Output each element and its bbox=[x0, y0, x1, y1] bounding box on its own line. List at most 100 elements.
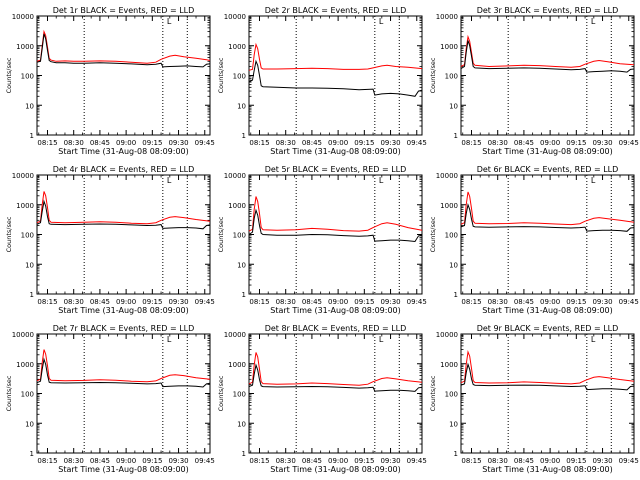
x-tick-label: 09:45 bbox=[407, 457, 427, 465]
y-tick-label: 1 bbox=[242, 450, 246, 458]
x-tick-label: 09:15 bbox=[354, 139, 374, 147]
x-tick-label: 08:30 bbox=[64, 139, 84, 147]
plot-frame bbox=[248, 333, 423, 454]
chart-panel-5: Det 5r BLACK = Events, RED = LLD 1 10 100 10… bbox=[217, 165, 427, 315]
x-axis-label: Start Time (31-Aug-08 08:09:00) bbox=[58, 306, 189, 315]
series-line-events bbox=[36, 199, 211, 230]
x-tick-label: 09:00 bbox=[540, 298, 560, 306]
x-tick-label: 08:30 bbox=[488, 298, 508, 306]
chart-title: Det 5r BLACK = Events, RED = LLD bbox=[265, 165, 407, 174]
x-tick-label: 09:15 bbox=[566, 139, 586, 147]
x-tick-label: 09:15 bbox=[566, 457, 586, 465]
x-tick-label: 09:30 bbox=[168, 457, 188, 465]
interval-marker: L bbox=[591, 335, 596, 344]
x-tick-label: 09:00 bbox=[540, 139, 560, 147]
y-tick-label: 10000 bbox=[224, 13, 246, 21]
x-tick-label: 09:00 bbox=[116, 139, 136, 147]
x-tick-label: 09:30 bbox=[380, 139, 400, 147]
y-axis-label: Counts/sec bbox=[5, 57, 13, 93]
y-axis-label: Counts/sec bbox=[217, 57, 225, 93]
y-tick-label: 10 bbox=[449, 102, 458, 110]
x-tick-label: 08:45 bbox=[90, 139, 110, 147]
x-tick-label: 09:15 bbox=[142, 139, 162, 147]
x-tick-label: 08:45 bbox=[302, 298, 322, 306]
x-tick-label: 08:45 bbox=[514, 139, 534, 147]
y-tick-label: 10 bbox=[449, 420, 458, 428]
series-line-lld bbox=[460, 191, 635, 226]
x-tick-label: 09:30 bbox=[380, 457, 400, 465]
x-axis-label: Start Time (31-Aug-08 08:09:00) bbox=[270, 306, 401, 315]
series-line-events bbox=[460, 202, 635, 232]
y-tick-label: 100 bbox=[445, 73, 458, 81]
plot-frame bbox=[36, 15, 211, 136]
x-tick-label: 09:15 bbox=[566, 298, 586, 306]
x-tick-label: 08:30 bbox=[488, 457, 508, 465]
x-tick-label: 08:45 bbox=[90, 457, 110, 465]
chart-panel-2: Det 2r BLACK = Events, RED = LLD 1 10 100 10… bbox=[217, 6, 427, 156]
x-axis-label: Start Time (31-Aug-08 08:09:00) bbox=[58, 147, 189, 156]
x-tick-label: 09:30 bbox=[592, 298, 612, 306]
y-tick-label: 1000 bbox=[440, 202, 458, 210]
x-tick-label: 09:30 bbox=[592, 139, 612, 147]
series-line-lld bbox=[248, 352, 423, 386]
x-tick-label: 08:15 bbox=[37, 457, 57, 465]
series-line-events bbox=[460, 362, 635, 391]
series-line-events bbox=[460, 40, 635, 73]
chart-title: Det 2r BLACK = Events, RED = LLD bbox=[265, 6, 407, 15]
y-tick-label: 10000 bbox=[224, 172, 246, 180]
chart-title: Det 6r BLACK = Events, RED = LLD bbox=[477, 165, 619, 174]
x-tick-label: 08:15 bbox=[461, 298, 481, 306]
y-tick-label: 1 bbox=[30, 132, 34, 140]
y-tick-label: 10000 bbox=[12, 172, 34, 180]
y-tick-label: 1 bbox=[454, 132, 458, 140]
y-tick-label: 100 bbox=[233, 73, 246, 81]
x-tick-label: 08:30 bbox=[276, 457, 296, 465]
plot-frame bbox=[248, 15, 423, 136]
interval-marker: L bbox=[167, 176, 172, 185]
x-tick-label: 08:30 bbox=[276, 298, 296, 306]
plot-frame bbox=[460, 333, 635, 454]
chart-panel-6: Det 6r BLACK = Events, RED = LLD 1 10 100 10… bbox=[429, 165, 639, 315]
interval-marker: L bbox=[379, 17, 384, 26]
chart-title: Det 9r BLACK = Events, RED = LLD bbox=[477, 324, 619, 333]
y-tick-label: 1 bbox=[242, 291, 246, 299]
x-tick-label: 08:30 bbox=[64, 298, 84, 306]
y-tick-label: 100 bbox=[233, 232, 246, 240]
chart-title: Det 3r BLACK = Events, RED = LLD bbox=[477, 6, 619, 15]
y-axis-label: Counts/sec bbox=[429, 57, 437, 93]
series-line-lld bbox=[460, 34, 635, 68]
x-tick-label: 09:30 bbox=[380, 298, 400, 306]
y-tick-label: 1 bbox=[454, 291, 458, 299]
x-tick-label: 08:45 bbox=[514, 457, 534, 465]
x-tick-label: 09:00 bbox=[116, 298, 136, 306]
series-line-events bbox=[36, 357, 211, 388]
x-tick-label: 09:15 bbox=[142, 298, 162, 306]
y-tick-label: 10000 bbox=[436, 331, 458, 339]
y-tick-label: 100 bbox=[445, 391, 458, 399]
y-tick-label: 1000 bbox=[16, 202, 34, 210]
interval-marker: L bbox=[167, 335, 172, 344]
y-tick-label: 1000 bbox=[228, 43, 246, 51]
y-axis-label: Counts/sec bbox=[217, 216, 225, 252]
y-tick-label: 10 bbox=[25, 102, 34, 110]
x-tick-label: 09:00 bbox=[328, 457, 348, 465]
y-axis-label: Counts/sec bbox=[5, 375, 13, 411]
chart-panel-9: Det 9r BLACK = Events, RED = LLD 1 10 100 10… bbox=[429, 324, 639, 474]
x-axis-label: Start Time (31-Aug-08 08:09:00) bbox=[482, 147, 613, 156]
chart-panel-1: Det 1r BLACK = Events, RED = LLD 1 10 100 10… bbox=[5, 6, 215, 156]
x-axis-label: Start Time (31-Aug-08 08:09:00) bbox=[58, 465, 189, 474]
y-axis-label: Counts/sec bbox=[217, 375, 225, 411]
chart-panel-4: Det 4r BLACK = Events, RED = LLD 1 10 100 10… bbox=[5, 165, 215, 315]
y-axis-label: Counts/sec bbox=[5, 216, 13, 252]
chart-title: Det 4r BLACK = Events, RED = LLD bbox=[53, 165, 195, 174]
x-tick-label: 09:45 bbox=[195, 457, 215, 465]
y-tick-label: 100 bbox=[233, 391, 246, 399]
x-tick-label: 09:00 bbox=[328, 298, 348, 306]
x-tick-label: 09:00 bbox=[540, 457, 560, 465]
y-tick-label: 10000 bbox=[12, 331, 34, 339]
x-tick-label: 08:15 bbox=[461, 457, 481, 465]
y-tick-label: 1000 bbox=[16, 43, 34, 51]
x-tick-label: 08:30 bbox=[64, 457, 84, 465]
x-tick-label: 08:15 bbox=[461, 139, 481, 147]
chart-title: Det 1r BLACK = Events, RED = LLD bbox=[53, 6, 195, 15]
